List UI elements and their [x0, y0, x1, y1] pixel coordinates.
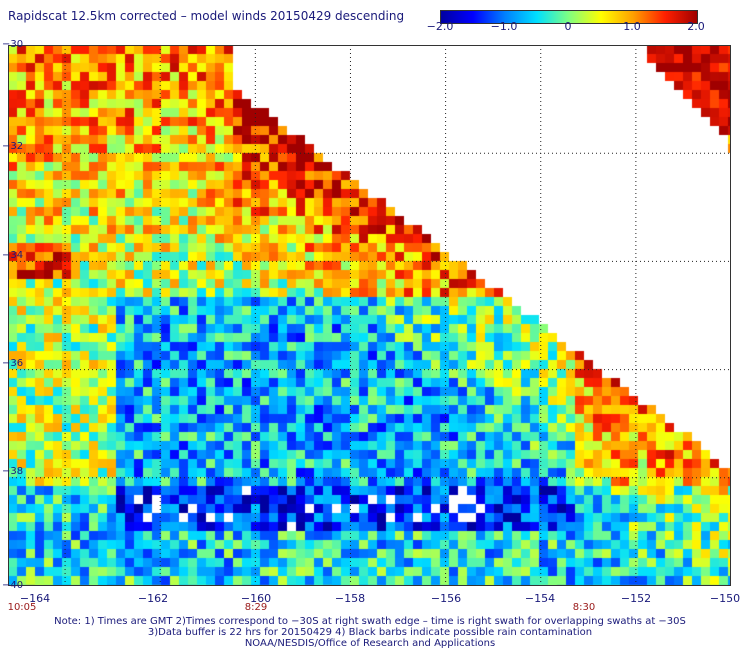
lon-tick-label: −160 [240, 592, 272, 605]
heatmap-canvas [8, 45, 731, 586]
colorbar-tick: 0 [564, 20, 572, 33]
pass-time-label: 8:29 [244, 602, 268, 613]
lat-tick-label: −40 [2, 580, 24, 591]
lon-tick-label: −164 [19, 592, 51, 605]
lon-tick-label: −152 [620, 592, 652, 605]
lon-tick-label: −154 [524, 592, 556, 605]
lat-tick-label: −32 [2, 141, 24, 152]
lon-tick-label: −156 [430, 592, 462, 605]
lon-tick-label: −150 [709, 592, 740, 605]
lon-tick-label: −162 [137, 592, 169, 605]
lat-tick-label: −30 [2, 39, 24, 50]
lat-tick-label: −34 [2, 250, 24, 261]
colorbar-tick: 1.0 [623, 20, 641, 33]
grid-overlay [8, 45, 731, 586]
note-line-1: Note: 1) Times are GMT 2)Times correspon… [54, 616, 686, 627]
pass-time-label: 8:30 [572, 602, 596, 613]
map-title: Rapidscat 12.5km corrected – model winds… [8, 9, 405, 23]
pass-time-label: 10:05 [7, 602, 37, 613]
lat-tick-label: −38 [2, 466, 24, 477]
note-line-2: 3)Data buffer is 22 hrs for 20150429 4) … [147, 627, 593, 638]
note-line-3: NOAA/NESDIS/Office of Research and Appli… [244, 638, 496, 649]
lon-tick-label: −158 [334, 592, 366, 605]
wind-difference-map [8, 45, 731, 586]
colorbar-tick: 2.0 [687, 20, 705, 33]
colorbar-tick: −2.0 [426, 20, 454, 33]
colorbar-tick: −1.0 [490, 20, 518, 33]
colorbar [440, 10, 698, 24]
map-frame [8, 45, 731, 586]
lat-tick-label: −36 [2, 358, 24, 369]
